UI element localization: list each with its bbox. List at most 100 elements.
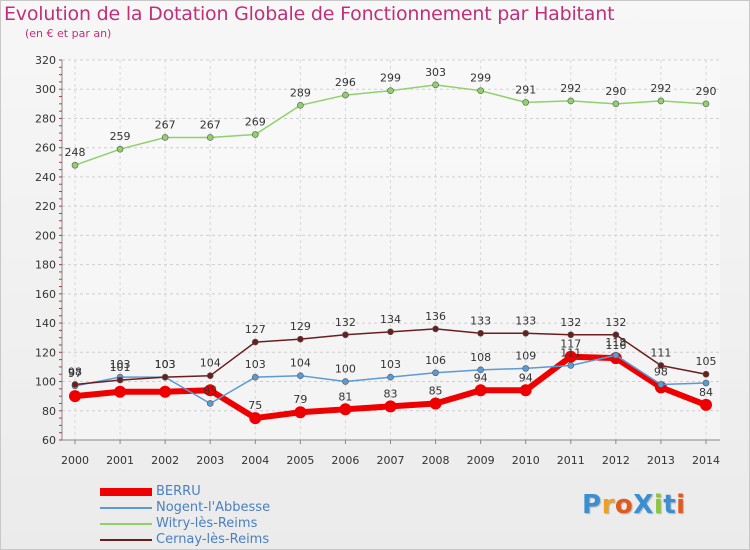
logo-letter: r bbox=[601, 490, 615, 520]
data-label: 127 bbox=[245, 323, 266, 336]
data-point bbox=[342, 91, 349, 99]
data-label: 104 bbox=[200, 357, 221, 370]
x-tick-label: 2008 bbox=[422, 454, 450, 467]
data-label: 103 bbox=[245, 358, 266, 371]
data-point bbox=[159, 385, 172, 398]
data-point bbox=[249, 412, 262, 425]
data-point bbox=[522, 330, 530, 337]
x-tick-label: 2001 bbox=[106, 454, 134, 467]
x-tick-label: 2012 bbox=[602, 454, 630, 467]
data-point bbox=[474, 384, 487, 397]
y-tick-label: 180 bbox=[35, 259, 56, 272]
data-point bbox=[567, 331, 575, 339]
legend-swatch bbox=[100, 539, 152, 541]
x-tick-label: 2004 bbox=[241, 454, 269, 467]
y-tick-label: 280 bbox=[35, 112, 56, 125]
x-tick-label: 2011 bbox=[557, 454, 585, 467]
x-tick-label: 2006 bbox=[331, 454, 359, 467]
data-point bbox=[432, 325, 439, 333]
y-tick-label: 220 bbox=[35, 200, 56, 213]
data-point bbox=[432, 369, 439, 377]
data-point bbox=[161, 373, 169, 381]
legend-label: Witry-lès-Reims bbox=[156, 516, 258, 531]
data-label: 98 bbox=[68, 365, 82, 378]
data-point bbox=[519, 384, 532, 397]
data-label: 84 bbox=[699, 386, 713, 399]
data-label: 267 bbox=[155, 118, 176, 131]
data-label: 291 bbox=[515, 83, 536, 96]
data-label: 97 bbox=[68, 367, 82, 380]
data-label: 129 bbox=[290, 320, 311, 333]
data-label: 103 bbox=[110, 358, 131, 371]
data-point bbox=[206, 134, 214, 141]
data-point bbox=[206, 372, 214, 379]
data-label: 248 bbox=[65, 146, 86, 159]
data-point bbox=[294, 406, 307, 419]
legend-label: BERRU bbox=[156, 484, 201, 499]
y-tick-label: 320 bbox=[35, 54, 56, 67]
logo-letter: i bbox=[676, 490, 686, 520]
data-point bbox=[702, 370, 710, 378]
y-tick-label: 240 bbox=[35, 171, 56, 184]
legend-swatch bbox=[100, 523, 152, 525]
data-point bbox=[204, 384, 217, 397]
data-label: 292 bbox=[560, 82, 581, 95]
data-label: 106 bbox=[425, 354, 446, 367]
x-tick-label: 2007 bbox=[377, 454, 405, 467]
x-tick-label: 2014 bbox=[692, 454, 720, 467]
y-tick-label: 200 bbox=[35, 229, 56, 242]
data-point bbox=[251, 373, 259, 381]
data-point bbox=[116, 145, 124, 153]
data-label: 133 bbox=[515, 314, 536, 327]
logo-letter: i bbox=[653, 490, 664, 520]
x-tick-label: 2000 bbox=[61, 454, 89, 467]
data-label: 118 bbox=[605, 336, 626, 349]
x-tick-label: 2002 bbox=[151, 454, 179, 467]
data-point bbox=[700, 398, 712, 411]
data-point bbox=[477, 366, 484, 374]
legend-swatch bbox=[100, 488, 152, 496]
data-point bbox=[387, 87, 394, 94]
data-label: 290 bbox=[605, 85, 626, 98]
chart-subtitle: (en € et par an) bbox=[25, 27, 112, 40]
data-point bbox=[567, 97, 575, 105]
logo-letter: P bbox=[582, 490, 602, 520]
data-point bbox=[297, 335, 304, 343]
x-tick-label: 2010 bbox=[512, 454, 540, 467]
data-point bbox=[432, 81, 439, 89]
data-label: 117 bbox=[560, 338, 581, 351]
data-point bbox=[564, 350, 577, 363]
data-label: 296 bbox=[335, 76, 356, 89]
data-point bbox=[702, 100, 710, 108]
data-label: 267 bbox=[200, 118, 221, 131]
data-label: 111 bbox=[650, 346, 671, 359]
data-label: 259 bbox=[110, 130, 131, 143]
legend-label: Cernay-lès-Reims bbox=[156, 532, 270, 547]
data-label: 100 bbox=[335, 363, 356, 376]
data-point bbox=[522, 365, 530, 372]
data-label: 94 bbox=[474, 371, 488, 384]
data-point bbox=[522, 99, 530, 106]
data-point bbox=[612, 331, 620, 339]
y-tick-label: 100 bbox=[35, 376, 56, 389]
data-label: 111 bbox=[560, 346, 581, 359]
data-label: 133 bbox=[470, 314, 491, 327]
data-point bbox=[342, 331, 349, 339]
y-tick-label: 300 bbox=[35, 83, 56, 96]
y-tick-label: 80 bbox=[42, 405, 56, 418]
data-point bbox=[477, 330, 484, 337]
data-point bbox=[71, 161, 79, 169]
data-label: 103 bbox=[380, 358, 401, 371]
data-point bbox=[161, 134, 169, 141]
data-label: 83 bbox=[384, 387, 398, 400]
legend-label: Nogent-l'Abbesse bbox=[156, 500, 271, 515]
data-label: 103 bbox=[155, 358, 176, 371]
data-label: 85 bbox=[429, 384, 443, 397]
x-tick-label: 2003 bbox=[196, 454, 224, 467]
data-label: 101 bbox=[110, 361, 131, 374]
data-label: 105 bbox=[696, 355, 717, 368]
x-tick-label: 2013 bbox=[647, 454, 675, 467]
data-label: 132 bbox=[560, 316, 581, 329]
data-point bbox=[567, 362, 575, 369]
logo-letter: t bbox=[663, 490, 677, 520]
